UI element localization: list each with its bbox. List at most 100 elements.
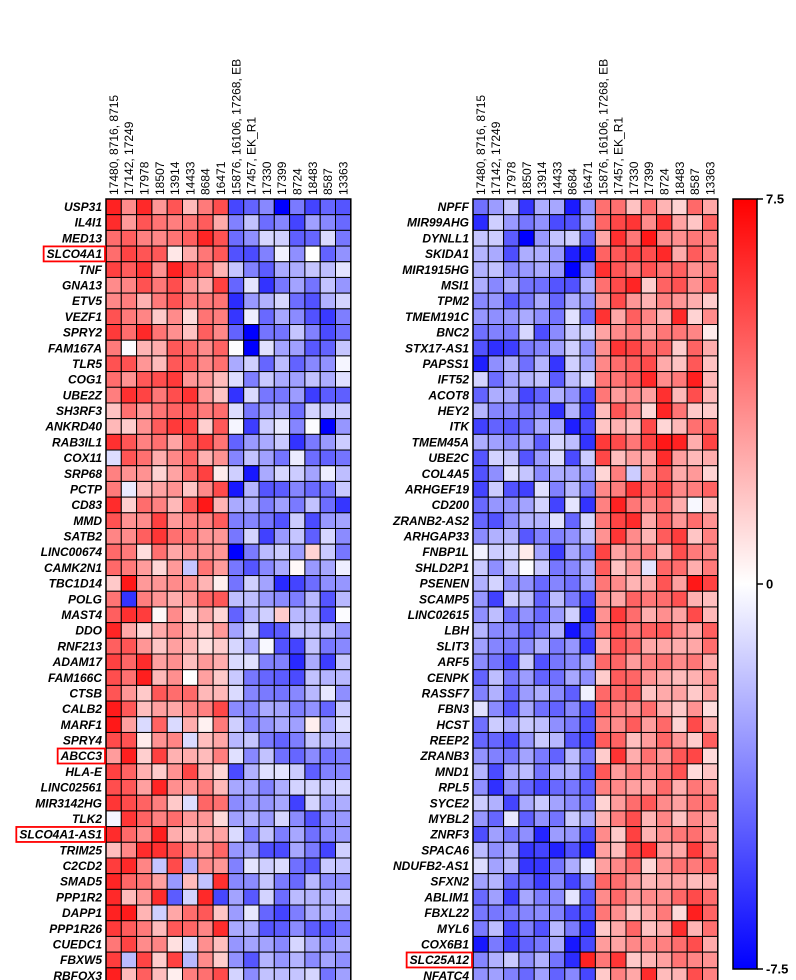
right-heatmap-cell (472, 951, 489, 969)
left-heatmap-cell (151, 967, 168, 980)
right-heatmap-cell (625, 904, 642, 922)
right-heatmap-cell (686, 512, 704, 529)
left-heatmap-cell (136, 449, 153, 467)
left-row-label: TBC1D14 (49, 577, 103, 591)
right-heatmap-cell (549, 465, 566, 482)
right-heatmap-cell (503, 920, 520, 937)
left-heatmap-cell (319, 779, 337, 796)
left-heatmap-cell (289, 731, 306, 749)
right-heatmap-cell (625, 920, 642, 937)
right-heatmap-cell (610, 669, 627, 686)
right-heatmap-cell (533, 214, 551, 231)
left-heatmap-cell (227, 198, 245, 216)
heatmap-left: USP31IL4I1MED13SLCO4A1TNFGNA13ETV5VEZF1S… (15, 59, 352, 980)
left-row-label: ADAM17 (52, 655, 104, 669)
right-heatmap-cell (656, 402, 673, 420)
left-heatmap-cell (197, 794, 214, 812)
left-heatmap-cell (120, 276, 138, 294)
right-heatmap-cell (533, 794, 551, 812)
left-heatmap-cell (120, 527, 138, 545)
left-row-label: DDO (75, 624, 102, 638)
left-heatmap-cell (227, 747, 245, 765)
right-heatmap-cell (549, 214, 566, 231)
right-heatmap-cell (702, 810, 719, 828)
left-heatmap-cell (212, 496, 229, 514)
left-heatmap-cell (319, 967, 337, 980)
left-heatmap-cell (166, 857, 183, 875)
right-heatmap-cell (549, 198, 566, 216)
right-heatmap-cell (549, 779, 566, 796)
right-heatmap-cell (564, 747, 581, 765)
right-heatmap-cell (487, 794, 505, 812)
right-heatmap-cell (518, 480, 535, 498)
left-heatmap-cell (319, 324, 337, 341)
right-heatmap-cell (518, 245, 535, 263)
right-row-label: UBE2C (428, 451, 469, 465)
right-heatmap-cell (702, 386, 719, 404)
right-heatmap-cell (564, 496, 581, 514)
left-heatmap-cell (273, 324, 291, 341)
right-heatmap-cell (702, 967, 719, 980)
right-heatmap-cell (503, 716, 520, 733)
right-heatmap-cell (671, 637, 688, 655)
left-heatmap-cell (197, 465, 214, 482)
left-heatmap-cell (243, 794, 260, 812)
right-heatmap-cell (625, 198, 642, 216)
left-heatmap-cell (273, 465, 291, 482)
right-heatmap-cell (610, 857, 627, 875)
right-row-label: FBXL22 (424, 906, 469, 920)
right-heatmap-cell (686, 433, 704, 451)
left-heatmap-cell (182, 308, 199, 326)
right-heatmap-cell (610, 967, 627, 980)
left-heatmap-cell (243, 747, 260, 765)
left-heatmap-cell (212, 904, 229, 922)
left-heatmap-cell (258, 653, 275, 671)
right-heatmap-cell (610, 590, 627, 608)
right-heatmap-cell (503, 669, 520, 686)
right-heatmap-cell (656, 716, 673, 733)
right-heatmap-cell (503, 622, 520, 639)
left-row-highlight-box (56, 747, 106, 765)
right-heatmap-cell (549, 308, 566, 326)
left-heatmap-cell (136, 496, 153, 514)
left-heatmap-cell (243, 731, 260, 749)
colorbar-gradient (732, 198, 758, 970)
right-heatmap-cell (671, 324, 688, 341)
left-heatmap-cell (136, 276, 153, 294)
right-heatmap-cell (564, 669, 581, 686)
left-heatmap-cell (120, 763, 138, 781)
left-heatmap-cell (289, 841, 306, 859)
right-heatmap-cell (579, 810, 596, 828)
left-heatmap-cell (304, 731, 321, 749)
right-heatmap-cell (472, 214, 489, 231)
right-row-label: SPACA6 (421, 843, 469, 857)
right-heatmap-cell (503, 763, 520, 781)
right-heatmap-cell (702, 527, 719, 545)
right-heatmap-cell (579, 606, 596, 624)
right-heatmap-cell (503, 433, 520, 451)
left-heatmap-cell (304, 559, 321, 577)
left-heatmap-cell (105, 700, 122, 718)
left-heatmap-cell (151, 480, 168, 498)
right-heatmap-cell (610, 480, 627, 498)
left-heatmap-cell (120, 559, 138, 577)
left-heatmap-cell (335, 888, 352, 906)
right-row-label: TPM2 (437, 294, 469, 308)
left-heatmap-cell (151, 590, 168, 608)
left-heatmap-cell (319, 402, 337, 420)
right-heatmap-cell (487, 935, 505, 953)
right-heatmap-cell (487, 261, 505, 278)
heatmap-right: NPFFMIR99AHGDYNLL1SKIDA1MIR1915HGMSI1TPM… (392, 59, 719, 980)
left-heatmap-cell (227, 527, 245, 545)
right-heatmap-cell (640, 386, 658, 404)
left-heatmap-cell (335, 386, 352, 404)
left-heatmap-cell (227, 810, 245, 828)
right-heatmap-cell (610, 386, 627, 404)
left-row-label: FAM167A (48, 341, 102, 355)
left-heatmap-cell (151, 245, 168, 263)
left-heatmap-cell (258, 496, 275, 514)
left-heatmap-cell (197, 559, 214, 577)
right-heatmap-cell (549, 935, 566, 953)
right-heatmap-cell (533, 355, 551, 373)
